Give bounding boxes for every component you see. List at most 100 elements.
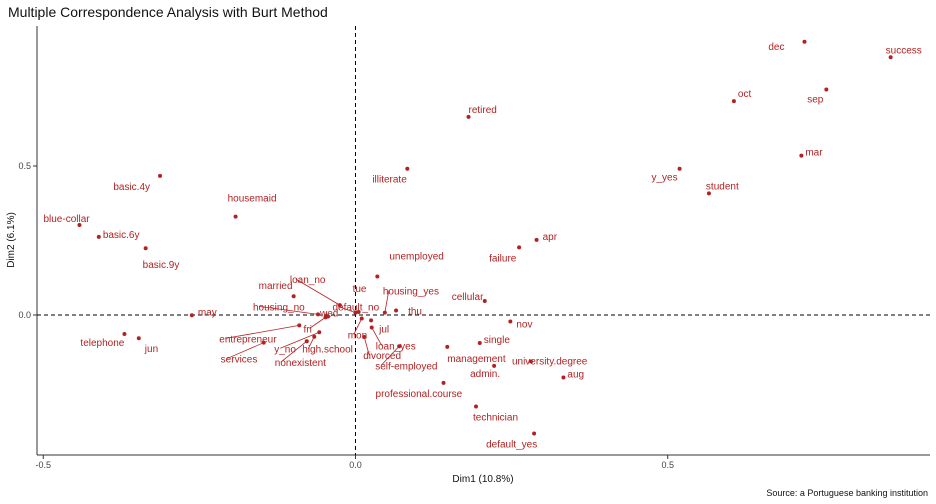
point-default-yes (532, 431, 537, 436)
point-success (888, 55, 893, 60)
point-label: technician (473, 412, 518, 423)
point-loan-yes (369, 325, 374, 330)
x-tick-label: 0.5 (661, 460, 674, 470)
point-blue-collar (77, 223, 82, 228)
point-label: apr (543, 232, 558, 243)
point-oct (731, 99, 736, 104)
data-points (77, 39, 893, 436)
point-nov (508, 319, 513, 324)
point-sep (824, 87, 829, 92)
point-label: thu (408, 307, 422, 318)
point-label: dec (768, 42, 784, 53)
point-tue (356, 310, 361, 314)
point-label: telephone (80, 338, 124, 349)
leader-line (353, 318, 363, 335)
point-label: fri (304, 324, 312, 335)
point-label: loan_yes (376, 341, 416, 352)
leader-line (307, 336, 315, 349)
point-label: nov (516, 320, 532, 331)
point-mon (359, 316, 364, 321)
x-ticks: -0.5 0.0 0.5 (35, 455, 674, 470)
y-ticks: 0.0 0.5 (18, 161, 37, 320)
point-may (189, 313, 194, 318)
point-label: professional.course (376, 389, 463, 400)
point-failure (517, 245, 522, 250)
point-label: success (886, 45, 922, 56)
point-y-no (317, 330, 322, 335)
point-label: jul (378, 324, 389, 335)
point-student (706, 191, 711, 196)
point-loan-no (337, 303, 342, 308)
point-housemaid (233, 214, 238, 219)
point-label: university.degree (512, 356, 588, 367)
point-label: single (484, 335, 511, 346)
point-high-school (312, 334, 317, 339)
point-thu (394, 308, 399, 313)
point-label: management (447, 354, 506, 365)
point-label: student (706, 181, 739, 192)
plot-axes (36, 26, 930, 456)
leader-line (280, 331, 320, 349)
point-label: high.school (302, 345, 353, 356)
point-university-degree (528, 359, 533, 364)
x-tick-label: 0.0 (349, 460, 362, 470)
y-axis-title: Dim2 (6.1%) (6, 212, 17, 268)
point-basic-6y (96, 234, 101, 239)
point-illiterate (405, 166, 410, 171)
point-label: basic.4y (113, 182, 150, 193)
point-admin- (492, 363, 497, 368)
point-label: y_yes (651, 173, 677, 184)
point-dec (802, 39, 807, 44)
point-fri (323, 315, 328, 320)
leader-line (363, 336, 370, 356)
y-tick-label: 0.0 (18, 310, 31, 320)
point-cellular (482, 298, 487, 303)
point-label: tue (353, 284, 367, 295)
point-jun (136, 336, 141, 341)
point-housing-no (316, 312, 321, 317)
point-basic-9y (143, 246, 148, 251)
chart-title: Multiple Correspondence Analysis with Bu… (8, 4, 328, 20)
point-management (445, 344, 450, 349)
point-label: loan_no (290, 275, 326, 286)
label-leader-lines (225, 278, 400, 366)
point-label: unemployed (389, 252, 443, 263)
point-label: wed (319, 308, 338, 319)
point-label: housing_no (253, 302, 305, 313)
leader-line (309, 317, 326, 329)
point-technician (474, 404, 479, 409)
point-label: nonexistent (275, 358, 326, 369)
leader-line (258, 305, 319, 315)
point-label: entrepreneur (219, 334, 277, 345)
point-label: cellular (452, 292, 484, 303)
point-label: retired (469, 105, 497, 116)
point-label: default_no (332, 303, 379, 314)
point-label: default_yes (486, 440, 537, 451)
point-label: services (221, 355, 258, 366)
point-self-employed (397, 344, 402, 349)
x-tick-label: -0.5 (35, 460, 51, 470)
point-label: housing_yes (383, 287, 439, 298)
point-retired (466, 114, 471, 119)
point-label: may (198, 307, 217, 318)
point-aug (561, 375, 566, 380)
leader-line (226, 342, 264, 360)
point-label: divorced (363, 351, 401, 362)
point-label: failure (489, 253, 517, 264)
point-services (261, 340, 266, 345)
leader-line (384, 290, 390, 313)
point-label: admin. (470, 369, 500, 380)
point-label: y_no (274, 344, 296, 355)
point-divorced (362, 335, 367, 340)
point-label: housemaid (228, 194, 277, 205)
leader-line (225, 325, 300, 339)
x-axis-title: Dim1 (10.8%) (452, 474, 513, 485)
point-label: oct (738, 89, 752, 100)
point-jul (369, 318, 374, 323)
leader-line (338, 306, 356, 313)
point-nonexistent (304, 339, 309, 344)
point-label: self-employed (375, 361, 437, 372)
point-label: aug (567, 370, 584, 381)
